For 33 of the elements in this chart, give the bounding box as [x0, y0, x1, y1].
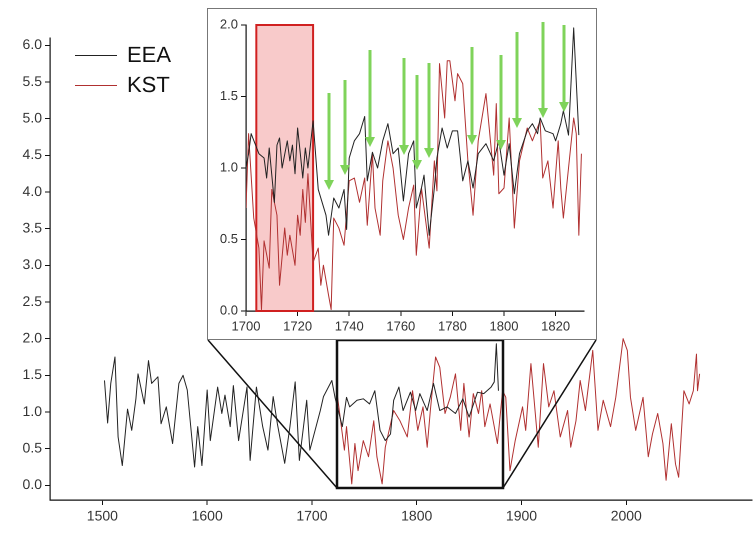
y-tick-label: 5.0 [22, 110, 42, 126]
y-tick-label: 0.5 [22, 440, 42, 456]
y-tick-label: 0.0 [220, 302, 238, 318]
y-tick-label: 1.5 [22, 366, 42, 382]
y-tick-label: 2.0 [220, 16, 238, 32]
x-tick-label: 2000 [610, 507, 642, 524]
x-tick-label: 1820 [541, 318, 570, 334]
y-tick-label: 1.0 [220, 160, 238, 175]
y-tick-label: 4.5 [22, 146, 42, 162]
x-tick-label: 1700 [296, 507, 328, 524]
y-tick-label: 1.0 [22, 402, 42, 419]
x-tick-label: 1900 [506, 507, 538, 524]
x-tick-label: 1700 [232, 318, 260, 334]
y-tick-label: 3.5 [22, 220, 42, 236]
x-tick-label: 1500 [86, 507, 118, 524]
x-tick-label: 1780 [438, 318, 467, 334]
x-tick-label: 1720 [283, 318, 312, 334]
y-tick-label: 1.5 [220, 88, 238, 104]
legend-label: EEA [127, 42, 172, 68]
y-tick-label: 5.5 [22, 72, 42, 89]
y-tick-label: 4.0 [22, 182, 42, 199]
y-tick-label: 2.0 [22, 330, 42, 346]
y-tick-label: 0.0 [22, 476, 42, 492]
legend-label: KST [127, 72, 170, 98]
y-tick-label: 6.0 [22, 36, 42, 52]
y-tick-label: 3.0 [22, 256, 42, 272]
x-tick-label: 1740 [334, 318, 364, 334]
x-tick-label: 1800 [401, 507, 432, 524]
x-tick-label: 1760 [386, 318, 416, 334]
y-tick-label: 2.5 [22, 292, 42, 309]
y-tick-label: 0.5 [220, 231, 238, 246]
x-tick-label: 1800 [490, 318, 518, 334]
x-tick-label: 1600 [192, 507, 223, 524]
